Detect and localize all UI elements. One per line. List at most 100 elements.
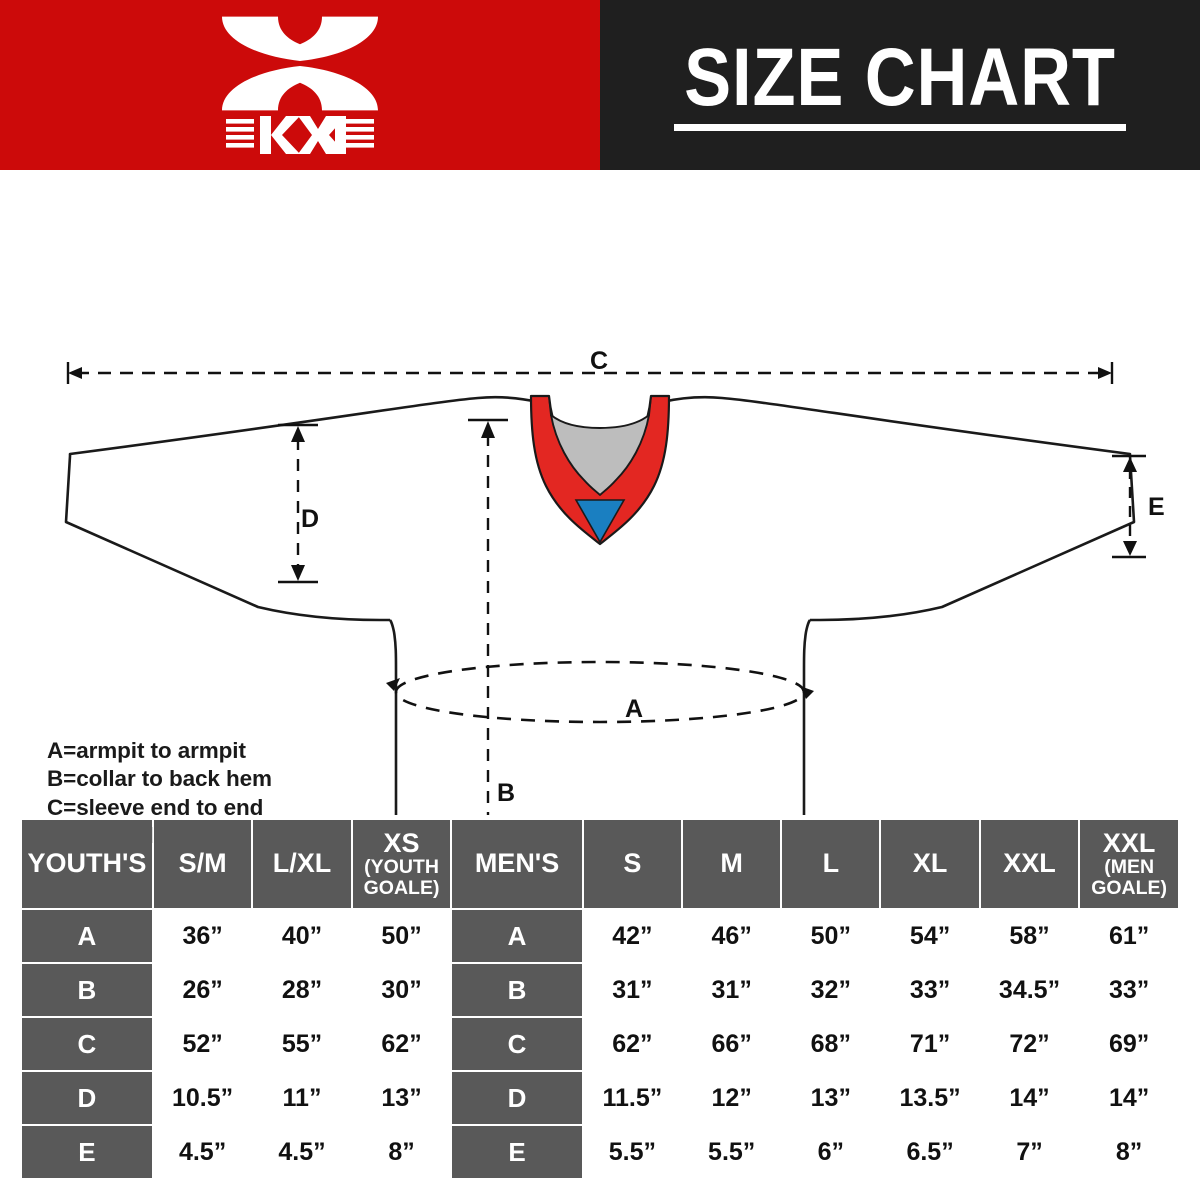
cell-men-s-a: 42” xyxy=(583,910,682,962)
page-title: SIZE CHART xyxy=(684,32,1116,124)
row-header-youth-c: C xyxy=(22,1018,152,1070)
legend-item-a: A=armpit to armpit xyxy=(47,738,246,763)
cell-youth-xs-d: 13” xyxy=(352,1072,451,1124)
column-header-label: XXL xyxy=(1003,848,1056,879)
cell-men-m-b: 31” xyxy=(683,964,781,1016)
row-header-men-c: C xyxy=(452,1018,582,1070)
cell-men-m-a: 46” xyxy=(683,910,781,962)
legend-item-b: B=collar to back hem xyxy=(47,766,272,792)
dimension-label-a: A xyxy=(625,695,644,723)
row-header-men-e: E xyxy=(452,1126,582,1178)
cell-men-xxl-e: 7” xyxy=(980,1126,1079,1178)
cell-youth-lxl-b: 28” xyxy=(253,964,351,1016)
row-header-men-a: A xyxy=(452,910,582,962)
cell-men-l-d: 13” xyxy=(782,1072,880,1124)
cell-youth-xs-a: 50” xyxy=(352,910,451,962)
row-header-youth-a: A xyxy=(22,910,152,962)
collar-inner xyxy=(550,414,650,496)
dimension-label-c: C xyxy=(590,347,609,375)
cell-men-goalie-b: 33” xyxy=(1080,964,1178,1016)
cell-men-s-b: 31” xyxy=(583,964,682,1016)
cell-youth-sm-e: 4.5” xyxy=(153,1126,252,1178)
cell-men-l-c: 68” xyxy=(782,1018,880,1070)
dimension-e-line xyxy=(1112,454,1146,559)
table-row: C 52” 55” 62” C 62” 66” 68” 71” 72” 69” xyxy=(22,1018,1178,1070)
row-header-men-d: D xyxy=(452,1072,582,1124)
brand-panel xyxy=(0,0,600,170)
column-header-youths: YOUTH'S xyxy=(22,820,152,908)
cell-men-m-d: 12” xyxy=(683,1072,781,1124)
cell-men-xxl-a: 58” xyxy=(980,910,1079,962)
title-underline xyxy=(674,123,1126,131)
column-header-label: L/XL xyxy=(272,848,332,879)
column-header-lxl: L/XL xyxy=(253,820,351,908)
size-table: YOUTH'S S/M L/XL XS (YOUTH GOALE) MEN'S xyxy=(20,818,1180,1180)
row-header-youth-b: B xyxy=(22,964,152,1016)
cell-men-goalie-e: 8” xyxy=(1080,1126,1178,1178)
kxk-logo-icon xyxy=(222,16,378,154)
column-header-sublabel: (MEN GOALE) xyxy=(1091,856,1168,899)
dimension-b-line xyxy=(468,418,508,815)
cell-men-s-d: 11.5” xyxy=(583,1072,682,1124)
table-row: B 26” 28” 30” B 31” 31” 32” 33” 34.5” 33… xyxy=(22,964,1178,1016)
jersey-technical-drawing xyxy=(64,362,1146,815)
cell-men-goalie-c: 69” xyxy=(1080,1018,1178,1070)
collar-accent xyxy=(574,499,626,544)
column-header-label: XL xyxy=(912,848,948,879)
column-header-label: MEN'S xyxy=(474,848,560,879)
cell-youth-sm-d: 10.5” xyxy=(153,1072,252,1124)
cell-men-xxl-d: 14” xyxy=(980,1072,1079,1124)
page-header: SIZE CHART xyxy=(0,0,1200,170)
cell-men-l-e: 6” xyxy=(782,1126,880,1178)
table-row: E 4.5” 4.5” 8” E 5.5” 5.5” 6” 6.5” 7” 8” xyxy=(22,1126,1178,1178)
cell-youth-xs-e: 8” xyxy=(352,1126,451,1178)
column-header-s: S xyxy=(583,820,682,908)
column-header-label: S xyxy=(623,848,642,879)
column-header-xs-youth-goalie: XS (YOUTH GOALE) xyxy=(352,820,451,908)
column-header-label: S/M xyxy=(178,848,227,879)
title-panel: SIZE CHART xyxy=(600,0,1200,170)
dimension-d-line xyxy=(278,423,318,584)
column-header-sublabel: (YOUTH GOALE) xyxy=(363,856,440,899)
column-header-xxl-men-goalie: XXL (MEN GOALE) xyxy=(1080,820,1178,908)
cell-youth-sm-c: 52” xyxy=(153,1018,252,1070)
legend-item-c: C=sleeve end to end xyxy=(47,794,264,820)
column-header-xl: XL xyxy=(881,820,979,908)
cell-men-s-e: 5.5” xyxy=(583,1126,682,1178)
column-header-label: XS xyxy=(383,827,420,858)
cell-men-m-c: 66” xyxy=(683,1018,781,1070)
cell-men-xl-b: 33” xyxy=(881,964,979,1016)
cell-youth-sm-a: 36” xyxy=(153,910,252,962)
size-table-wrapper: YOUTH'S S/M L/XL XS (YOUTH GOALE) MEN'S xyxy=(20,818,1180,1180)
cell-youth-lxl-e: 4.5” xyxy=(253,1126,351,1178)
column-header-m: M xyxy=(683,820,781,908)
cell-men-xl-c: 71” xyxy=(881,1018,979,1070)
dimension-label-b: B xyxy=(497,779,516,807)
jersey-diagram: C D E A B A=armpit to armpit B=collar to… xyxy=(0,170,1200,877)
row-header-youth-d: D xyxy=(22,1072,152,1124)
cell-youth-xs-c: 62” xyxy=(352,1018,451,1070)
cell-men-l-b: 32” xyxy=(782,964,880,1016)
cell-men-goalie-a: 61” xyxy=(1080,910,1178,962)
cell-men-goalie-d: 14” xyxy=(1080,1072,1178,1124)
cell-men-xl-a: 54” xyxy=(881,910,979,962)
cell-men-xl-e: 6.5” xyxy=(881,1126,979,1178)
cell-youth-lxl-c: 55” xyxy=(253,1018,351,1070)
column-header-label: L xyxy=(822,848,840,879)
table-header-row: YOUTH'S S/M L/XL XS (YOUTH GOALE) MEN'S xyxy=(22,820,1178,908)
table-row: A 36” 40” 50” A 42” 46” 50” 54” 58” 61” xyxy=(22,910,1178,962)
table-row: D 10.5” 11” 13” D 11.5” 12” 13” 13.5” 14… xyxy=(22,1072,1178,1124)
cell-youth-lxl-d: 11” xyxy=(253,1072,351,1124)
column-header-sm: S/M xyxy=(153,820,252,908)
cell-men-xxl-b: 34.5” xyxy=(980,964,1079,1016)
row-header-men-b: B xyxy=(452,964,582,1016)
dimension-label-d: D xyxy=(301,505,320,533)
cell-men-l-a: 50” xyxy=(782,910,880,962)
cell-youth-sm-b: 26” xyxy=(153,964,252,1016)
column-header-label: M xyxy=(720,848,743,879)
cell-youth-xs-b: 30” xyxy=(352,964,451,1016)
column-header-label: YOUTH'S xyxy=(27,848,147,879)
cell-youth-lxl-a: 40” xyxy=(253,910,351,962)
cell-men-m-e: 5.5” xyxy=(683,1126,781,1178)
